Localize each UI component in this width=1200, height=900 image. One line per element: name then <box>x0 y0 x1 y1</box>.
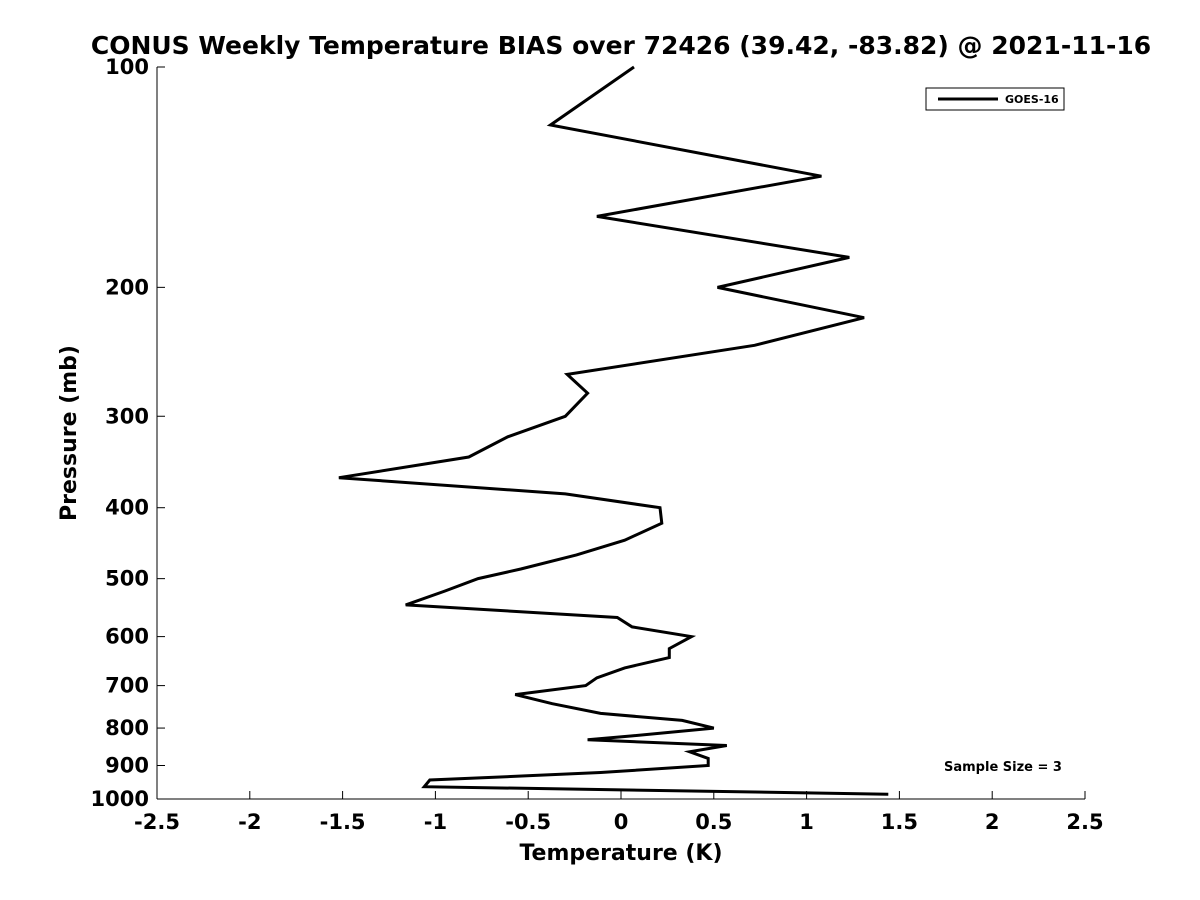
series-layer <box>338 65 889 796</box>
y-tick-label: 300 <box>105 404 149 428</box>
y-tick-label: 900 <box>105 754 149 778</box>
x-tick-label: -0.5 <box>505 810 551 834</box>
x-tick-label: 2 <box>985 810 1000 834</box>
y-axis-ticks: 100 200 300 400 500 600 700 800 900 1000 <box>91 55 165 811</box>
legend: GOES-16 <box>925 87 1065 111</box>
legend-label-goes-16: GOES-16 <box>1005 93 1059 106</box>
y-tick-label: 100 <box>105 55 149 79</box>
y-tick-label: 800 <box>105 716 149 740</box>
y-tick-label: 700 <box>105 674 149 698</box>
x-tick-label: 0.5 <box>695 810 732 834</box>
x-axis-label: Temperature (K) <box>519 841 722 866</box>
x-axis-ticks: -2.5 -2 -1.5 -1 -0.5 0 0.5 1 1.5 2 2.5 <box>134 791 1104 834</box>
y-axis-label: Pressure (mb) <box>57 345 82 521</box>
y-tick-label: 400 <box>105 496 149 520</box>
y-tick-label: 200 <box>105 275 149 299</box>
chart-title: CONUS Weekly Temperature BIAS over 72426… <box>91 31 1151 60</box>
x-tick-label: 0 <box>614 810 629 834</box>
sample-size-annotation: Sample Size = 3 <box>944 760 1062 775</box>
x-tick-label: -2.5 <box>134 810 180 834</box>
x-tick-label: 1.5 <box>881 810 918 834</box>
x-tick-label: -2 <box>238 810 261 834</box>
y-tick-label: 1000 <box>91 787 149 811</box>
x-tick-label: 2.5 <box>1066 810 1103 834</box>
y-tick-label: 600 <box>105 625 149 649</box>
x-tick-label: 1 <box>799 810 814 834</box>
x-tick-label: -1 <box>424 810 447 834</box>
x-tick-label: -1.5 <box>320 810 366 834</box>
y-tick-label: 500 <box>105 567 149 591</box>
